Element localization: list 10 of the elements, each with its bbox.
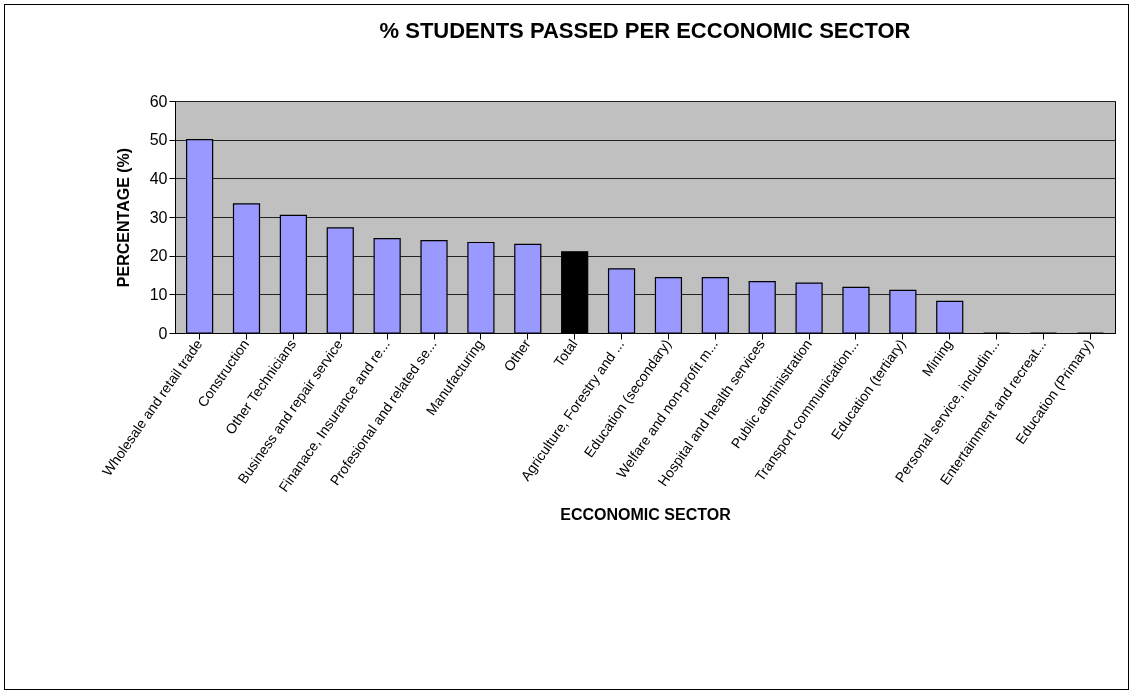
x-axis-title: ECCONOMIC SECTOR	[560, 505, 732, 523]
y-tick-label: 40	[149, 169, 168, 187]
y-tick-label: 10	[149, 285, 168, 303]
y-tick-label: 30	[149, 208, 168, 226]
chart-title: % STUDENTS PASSED PER ECCONOMIC SECTOR	[379, 18, 911, 43]
y-tick-label: 60	[149, 92, 168, 110]
y-tick-label: 20	[149, 247, 168, 265]
y-tick-label: 0	[158, 324, 168, 342]
y-tick-label: 50	[149, 131, 168, 149]
y-axis-title: PERCENTAGE (%)	[114, 147, 132, 288]
